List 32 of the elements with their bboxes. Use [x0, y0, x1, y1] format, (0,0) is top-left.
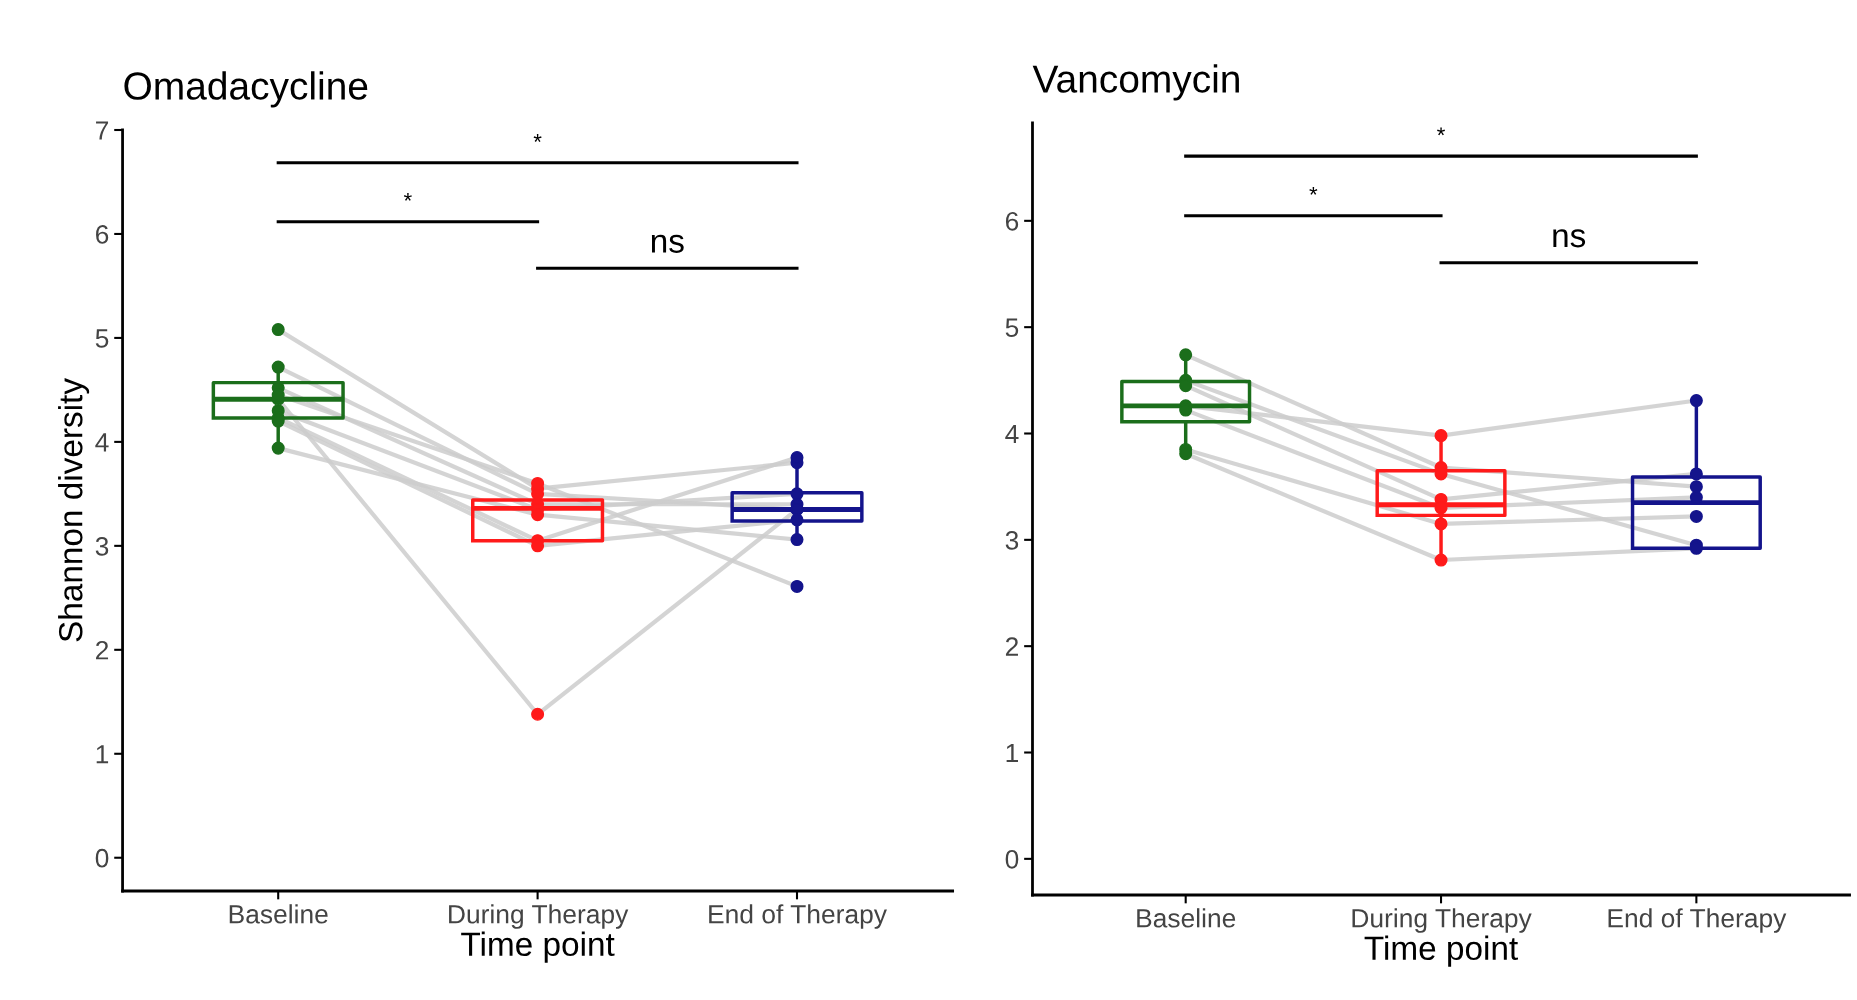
y-tick-label: 5	[95, 329, 109, 348]
chart-title: Vancomycin	[1032, 64, 1239, 101]
y-axis-title: Shannon diversity	[58, 378, 90, 642]
x-tick-label: During Therapy	[449, 904, 629, 929]
y-tick-label: 4	[1005, 424, 1019, 444]
y-tick-label: 0	[95, 848, 109, 868]
y-tick-label: 2	[96, 640, 109, 660]
annotation: *	[1437, 127, 1446, 136]
x-tick-label: End of Therapy	[1608, 908, 1787, 933]
y-tick-label: 1	[96, 745, 109, 764]
y-tick-label: 1	[1006, 743, 1019, 763]
y-tick-label: 6	[1005, 211, 1019, 231]
y-tick-label: 2	[1005, 637, 1018, 656]
y-tick-label: 4	[95, 433, 109, 452]
annotation: ns	[1553, 229, 1586, 248]
annotation: *	[403, 193, 412, 201]
x-tick-label: Baseline	[229, 904, 328, 924]
chart-title: Omadacycline	[124, 71, 368, 108]
x-tick-label: End of Therapy	[709, 904, 887, 929]
annotation: *	[1309, 186, 1318, 195]
x-axis-title: Time point	[1364, 935, 1518, 967]
y-tick-label: 6	[96, 225, 109, 244]
annotation: *	[533, 134, 542, 142]
y-tick-label: 7	[96, 121, 109, 140]
x-tick-label: Baseline	[1137, 908, 1236, 928]
y-tick-label: 0	[1005, 849, 1019, 869]
annotation: ns	[651, 234, 684, 253]
x-axis-title: Time point	[461, 931, 615, 963]
y-tick-label: 3	[1005, 530, 1019, 550]
y-tick-label: 3	[95, 536, 109, 556]
x-tick-label: During Therapy	[1352, 908, 1532, 933]
y-tick-label: 5	[1005, 318, 1019, 337]
